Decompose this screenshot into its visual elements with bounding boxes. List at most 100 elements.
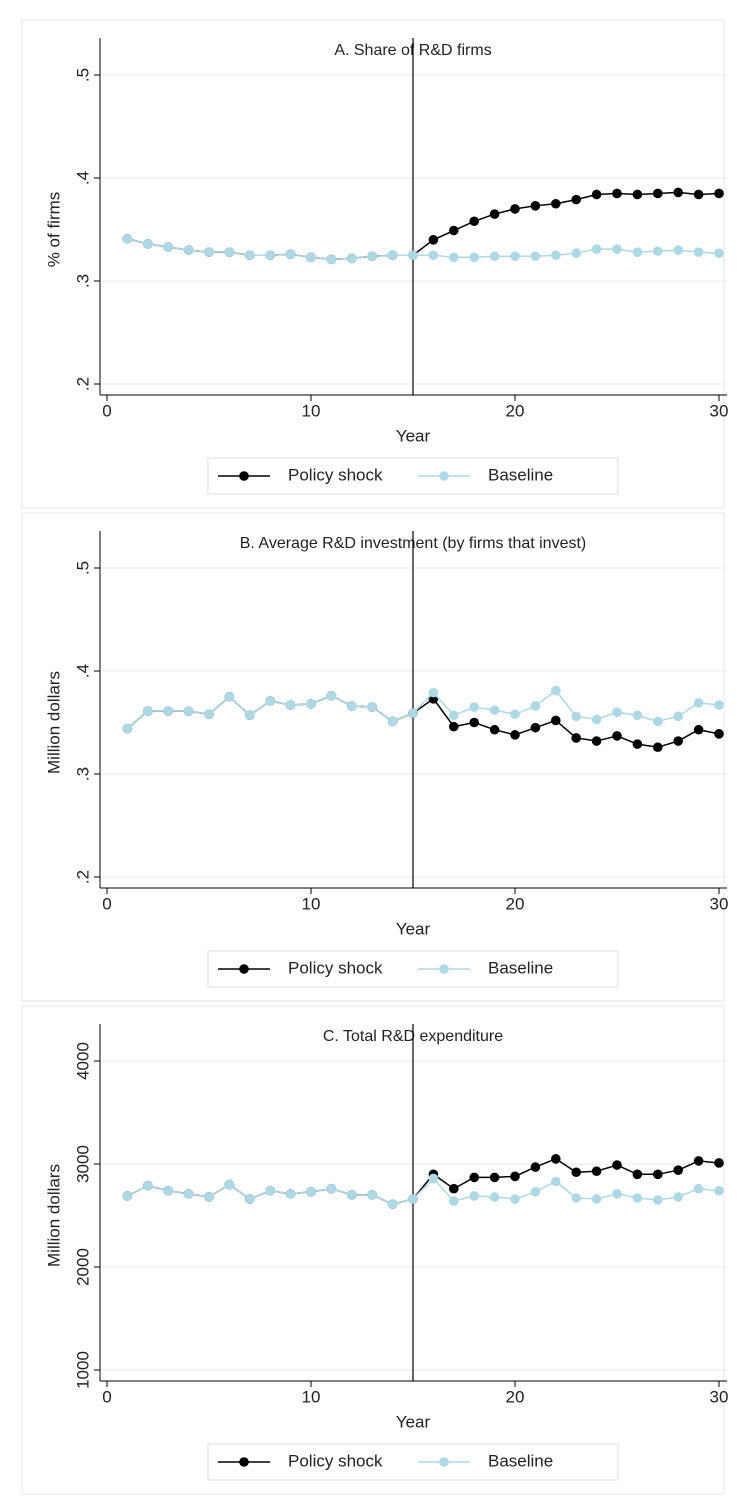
- y-tick-label: 3000: [73, 1145, 92, 1183]
- data-point: [326, 690, 337, 701]
- data-point: [408, 708, 418, 719]
- x-tick-label: 30: [710, 401, 729, 420]
- data-point: [551, 715, 561, 726]
- data-point: [571, 248, 581, 258]
- y-tick-label: 4000: [73, 1042, 92, 1080]
- data-point: [510, 251, 520, 262]
- data-point: [163, 242, 173, 252]
- x-tick-label: 20: [506, 401, 525, 420]
- y-axis-label: Million dollars: [44, 671, 63, 774]
- data-point: [449, 1196, 459, 1206]
- data-point: [530, 201, 541, 211]
- y-tick-label: .2: [73, 870, 92, 884]
- panel-frame: [21, 19, 725, 509]
- data-point: [632, 710, 643, 721]
- data-point: [693, 1156, 704, 1166]
- data-point: [469, 702, 480, 712]
- data-point: [510, 204, 520, 214]
- data-point: [306, 699, 316, 709]
- data-point: [530, 1162, 541, 1172]
- x-tick-label: 30: [710, 1387, 729, 1406]
- data-point: [653, 716, 663, 727]
- data-point: [591, 1166, 602, 1177]
- data-point: [204, 1192, 214, 1202]
- data-point: [122, 233, 133, 244]
- legend-swatch-marker: [439, 1457, 449, 1467]
- data-point: [428, 687, 439, 698]
- data-point: [632, 1193, 643, 1203]
- data-point: [571, 1167, 581, 1178]
- data-point: [265, 1185, 276, 1196]
- data-point: [183, 1189, 194, 1199]
- y-tick-label: .5: [73, 68, 92, 82]
- x-tick-label: 20: [506, 894, 525, 913]
- data-point: [245, 250, 255, 261]
- x-axis-label: Year: [396, 426, 431, 445]
- data-point: [530, 1187, 541, 1197]
- data-point: [612, 1160, 622, 1170]
- data-point: [204, 247, 214, 257]
- data-point: [224, 247, 235, 257]
- data-point: [612, 1189, 622, 1199]
- x-tick-label: 0: [102, 401, 111, 420]
- data-point: [632, 1169, 643, 1180]
- legend-label: Baseline: [488, 465, 553, 484]
- data-point: [673, 1192, 683, 1202]
- data-point: [469, 216, 480, 227]
- data-point: [571, 1193, 581, 1203]
- data-point: [183, 245, 194, 255]
- data-point: [469, 252, 480, 263]
- legend-label: Baseline: [488, 958, 553, 977]
- data-point: [469, 1191, 480, 1201]
- y-tick-label: .4: [73, 171, 92, 185]
- data-point: [245, 1194, 255, 1204]
- data-point: [632, 247, 643, 257]
- legend-box: [207, 1443, 619, 1481]
- data-point: [449, 225, 459, 236]
- data-point: [245, 710, 255, 721]
- data-point: [387, 716, 398, 727]
- data-point: [653, 1169, 663, 1180]
- data-point: [224, 691, 235, 702]
- x-axis-label: Year: [396, 1412, 431, 1431]
- data-point: [551, 685, 561, 696]
- legend-swatch-marker: [439, 471, 449, 481]
- data-point: [714, 1185, 724, 1196]
- data-point: [693, 247, 704, 257]
- data-point: [673, 187, 683, 198]
- data-point: [551, 1154, 561, 1164]
- data-point: [224, 1179, 235, 1190]
- x-tick-label: 0: [102, 894, 111, 913]
- data-point: [653, 188, 663, 199]
- data-point: [673, 736, 683, 746]
- data-point: [143, 239, 153, 249]
- data-point: [469, 1172, 480, 1183]
- x-tick-label: 10: [302, 894, 321, 913]
- data-point: [551, 198, 561, 209]
- legend-box: [207, 457, 619, 495]
- series-line: [127, 238, 720, 261]
- data-point: [122, 1191, 133, 1201]
- y-axis-label: Million dollars: [44, 1164, 63, 1267]
- data-point: [387, 1199, 398, 1209]
- data-point: [632, 189, 643, 200]
- data-point: [714, 248, 724, 258]
- data-point: [693, 724, 704, 735]
- data-point: [347, 701, 357, 711]
- data-point: [367, 702, 378, 712]
- data-point: [612, 707, 622, 717]
- data-point: [693, 698, 704, 708]
- data-point: [143, 706, 153, 716]
- x-tick-label: 0: [102, 1387, 111, 1406]
- data-point: [387, 250, 398, 261]
- panel-frame: [21, 512, 725, 1002]
- data-point: [347, 253, 357, 264]
- data-point: [428, 1173, 439, 1184]
- data-point: [673, 1165, 683, 1175]
- data-point: [265, 250, 276, 261]
- y-tick-label: 2000: [73, 1248, 92, 1286]
- data-point: [306, 1187, 316, 1197]
- data-point: [285, 249, 296, 260]
- data-point: [408, 250, 418, 261]
- y-tick-label: .5: [73, 561, 92, 575]
